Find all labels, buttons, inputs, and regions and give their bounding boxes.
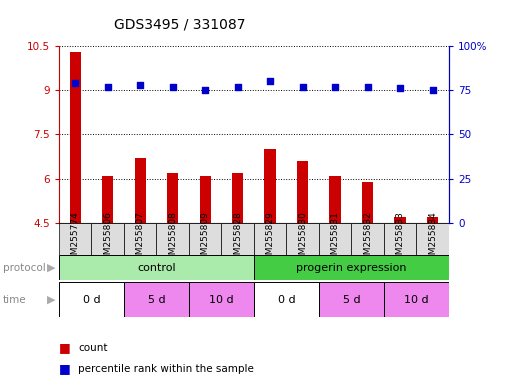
Text: GSM255829: GSM255829 — [266, 212, 274, 266]
FancyBboxPatch shape — [222, 223, 254, 255]
Bar — [329, 175, 341, 223]
Text: time: time — [3, 295, 26, 305]
Point — [201, 87, 209, 93]
FancyBboxPatch shape — [384, 282, 449, 317]
FancyBboxPatch shape — [384, 223, 417, 255]
Point — [169, 84, 177, 90]
Point — [396, 85, 404, 91]
Text: GSM255830: GSM255830 — [298, 212, 307, 266]
Text: count: count — [78, 343, 108, 353]
Text: GSM255808: GSM255808 — [168, 212, 177, 266]
Text: GSM255774: GSM255774 — [71, 212, 80, 266]
FancyBboxPatch shape — [59, 255, 254, 280]
Bar — [200, 175, 211, 223]
Text: 0 d: 0 d — [83, 295, 101, 305]
Text: GSM255831: GSM255831 — [331, 212, 340, 266]
FancyBboxPatch shape — [189, 223, 222, 255]
Bar — [362, 182, 373, 223]
FancyBboxPatch shape — [351, 223, 384, 255]
Point — [331, 84, 339, 90]
Text: 0 d: 0 d — [278, 295, 295, 305]
Point — [71, 80, 80, 86]
FancyBboxPatch shape — [189, 282, 254, 317]
FancyBboxPatch shape — [124, 282, 189, 317]
Text: GSM255828: GSM255828 — [233, 212, 242, 266]
FancyBboxPatch shape — [254, 223, 286, 255]
Text: ▶: ▶ — [47, 295, 56, 305]
Text: ■: ■ — [59, 341, 71, 354]
FancyBboxPatch shape — [254, 282, 319, 317]
Text: GDS3495 / 331087: GDS3495 / 331087 — [114, 17, 245, 31]
Text: 5 d: 5 d — [148, 295, 165, 305]
FancyBboxPatch shape — [59, 282, 124, 317]
Bar — [134, 158, 146, 223]
Text: 10 d: 10 d — [209, 295, 234, 305]
FancyBboxPatch shape — [156, 223, 189, 255]
Text: control: control — [137, 263, 176, 273]
Text: 5 d: 5 d — [343, 295, 360, 305]
Text: 10 d: 10 d — [404, 295, 429, 305]
Text: progerin expression: progerin expression — [296, 263, 407, 273]
Text: ■: ■ — [59, 362, 71, 375]
Text: protocol: protocol — [3, 263, 45, 273]
Text: GSM255807: GSM255807 — [136, 212, 145, 266]
Point — [136, 82, 144, 88]
FancyBboxPatch shape — [417, 223, 449, 255]
Text: GSM255806: GSM255806 — [103, 212, 112, 266]
Bar — [297, 161, 308, 223]
Text: GSM255833: GSM255833 — [396, 212, 405, 266]
Point — [364, 84, 372, 90]
FancyBboxPatch shape — [59, 223, 91, 255]
Point — [233, 84, 242, 90]
FancyBboxPatch shape — [319, 282, 384, 317]
Text: ▶: ▶ — [47, 263, 56, 273]
Bar — [265, 149, 276, 223]
Point — [428, 87, 437, 93]
FancyBboxPatch shape — [286, 223, 319, 255]
Bar — [70, 52, 81, 223]
Bar — [232, 173, 243, 223]
Text: GSM255809: GSM255809 — [201, 212, 210, 266]
Bar — [427, 217, 438, 223]
Text: percentile rank within the sample: percentile rank within the sample — [78, 364, 254, 374]
Bar — [167, 173, 179, 223]
Text: GSM255832: GSM255832 — [363, 212, 372, 266]
FancyBboxPatch shape — [124, 223, 156, 255]
Point — [299, 84, 307, 90]
Point — [104, 84, 112, 90]
FancyBboxPatch shape — [254, 255, 449, 280]
FancyBboxPatch shape — [91, 223, 124, 255]
Text: GSM255834: GSM255834 — [428, 212, 437, 266]
Point — [266, 78, 274, 84]
Bar — [102, 175, 113, 223]
Bar — [394, 217, 406, 223]
FancyBboxPatch shape — [319, 223, 351, 255]
